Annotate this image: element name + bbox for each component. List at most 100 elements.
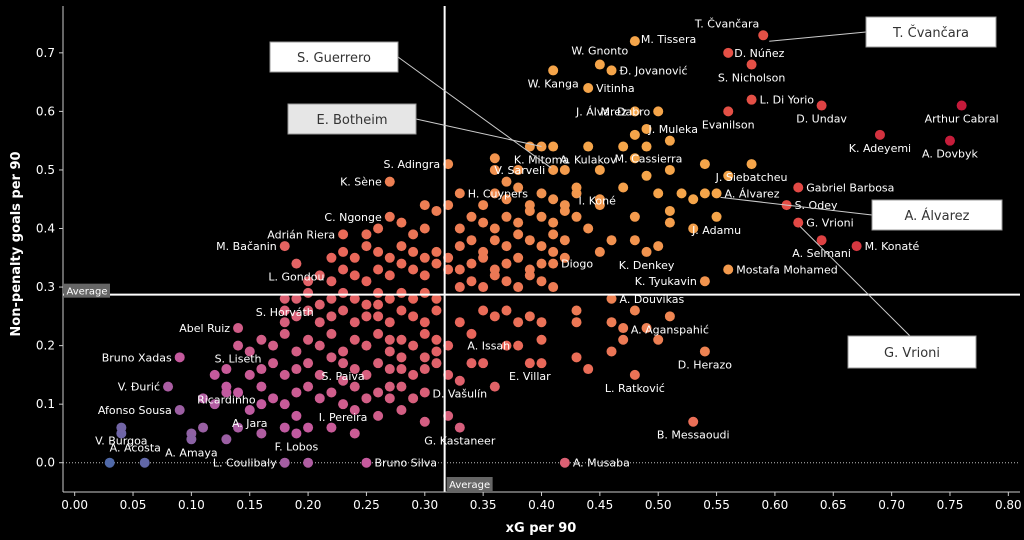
data-point: [513, 182, 524, 193]
x-tick-label: 0.75: [937, 498, 964, 512]
point-label: Abel Ruiz: [179, 322, 230, 335]
data-point: [478, 246, 489, 257]
data-point: [396, 334, 407, 345]
callout-leader-line: [415, 118, 542, 148]
data-point-labeled: [163, 381, 174, 392]
data-point: [431, 205, 442, 216]
data-point: [256, 364, 267, 375]
data-point: [431, 346, 442, 357]
data-point: [361, 229, 372, 240]
x-tick-label: 0.35: [470, 498, 497, 512]
point-label: Afonso Sousa: [98, 404, 172, 417]
data-point: [478, 200, 489, 211]
data-point: [443, 410, 454, 421]
callout-leader-line: [397, 56, 552, 169]
data-point: [361, 299, 372, 310]
data-point: [408, 264, 419, 275]
data-point: [384, 293, 395, 304]
data-point: [419, 223, 430, 234]
point-label: S. Horváth: [256, 306, 314, 319]
data-point: [489, 188, 500, 199]
data-point-labeled: [174, 352, 185, 363]
data-point: [361, 393, 372, 404]
point-label: Bruno Silva: [374, 457, 437, 470]
y-tick-label: 0.2: [36, 339, 55, 353]
data-point: [408, 246, 419, 257]
data-point: [279, 369, 290, 380]
data-point-labeled: [583, 141, 594, 152]
x-tick-label: 0.55: [703, 498, 730, 512]
data-point: [664, 164, 675, 175]
x-tick-label: 0.70: [878, 498, 905, 512]
data-point-labeled: [291, 428, 302, 439]
data-point: [268, 340, 279, 351]
point-label: Mostafa Mohamed: [736, 263, 838, 276]
point-label: H. Cuypers: [468, 187, 529, 200]
data-point: [396, 305, 407, 316]
data-point: [326, 311, 337, 322]
data-point: [291, 311, 302, 322]
data-point: [489, 264, 500, 275]
data-point: [303, 381, 314, 392]
data-point: [303, 276, 314, 287]
callout-label: A. Álvarez: [905, 208, 970, 224]
data-point-labeled: [699, 276, 710, 287]
data-point: [326, 352, 337, 363]
data-point: [664, 205, 675, 216]
data-point: [513, 164, 524, 175]
data-point: [559, 164, 570, 175]
data-point-labeled: [711, 188, 722, 199]
data-point: [489, 311, 500, 322]
point-label: Evanilson: [702, 118, 755, 131]
data-point: [338, 346, 349, 357]
data-point: [629, 305, 640, 316]
data-point: [629, 211, 640, 222]
data-point: [489, 381, 500, 392]
data-point: [618, 323, 629, 334]
callout-label: S. Guerrero: [297, 51, 371, 66]
x-tick-label: 0.10: [178, 498, 205, 512]
data-point-labeled: [874, 129, 885, 140]
data-point: [314, 369, 325, 380]
data-point: [513, 317, 524, 328]
data-point-labeled: [559, 457, 570, 468]
point-label: S. Nicholson: [718, 72, 786, 85]
point-label: L. Di Yorio: [760, 94, 815, 107]
data-point: [536, 276, 547, 287]
data-point: [571, 352, 582, 363]
data-point: [384, 270, 395, 281]
data-point: [431, 358, 442, 369]
data-point-labeled: [116, 422, 127, 433]
point-label: Ricardinho: [197, 394, 256, 407]
callouts-layer: T. Čvančara S. Guerrero E. Botheim A. Álvar…: [269, 16, 1003, 369]
point-label: M. Dabro: [601, 105, 651, 118]
data-point-labeled: [629, 369, 640, 380]
point-label: K. Sène: [340, 176, 382, 189]
data-point-labeled: [746, 94, 757, 105]
data-point: [419, 317, 430, 328]
point-label: C. Ngonge: [324, 211, 382, 224]
data-point: [454, 317, 465, 328]
data-point-labeled: [688, 416, 699, 427]
point-label: J. Álvarez: [575, 105, 627, 118]
data-point: [641, 170, 652, 181]
data-point: [338, 264, 349, 275]
x-tick-label: 0.40: [528, 498, 555, 512]
data-point-labeled: [641, 123, 652, 134]
data-point: [548, 194, 559, 205]
x-average-tag: [446, 477, 493, 491]
data-point: [513, 252, 524, 263]
data-point: [419, 287, 430, 298]
data-point: [688, 194, 699, 205]
data-point: [384, 393, 395, 404]
data-point-labeled: [104, 457, 115, 468]
point-label: A. Dovbyk: [922, 148, 979, 161]
point-label: G. Vrioni: [806, 217, 853, 230]
data-point: [653, 188, 664, 199]
data-point-labeled: [711, 211, 722, 222]
callout-leader-line: [799, 226, 911, 337]
point-label: A. Kulakov: [560, 154, 617, 167]
data-point: [548, 229, 559, 240]
x-tick-label: 0.80: [995, 498, 1022, 512]
data-point: [618, 182, 629, 193]
